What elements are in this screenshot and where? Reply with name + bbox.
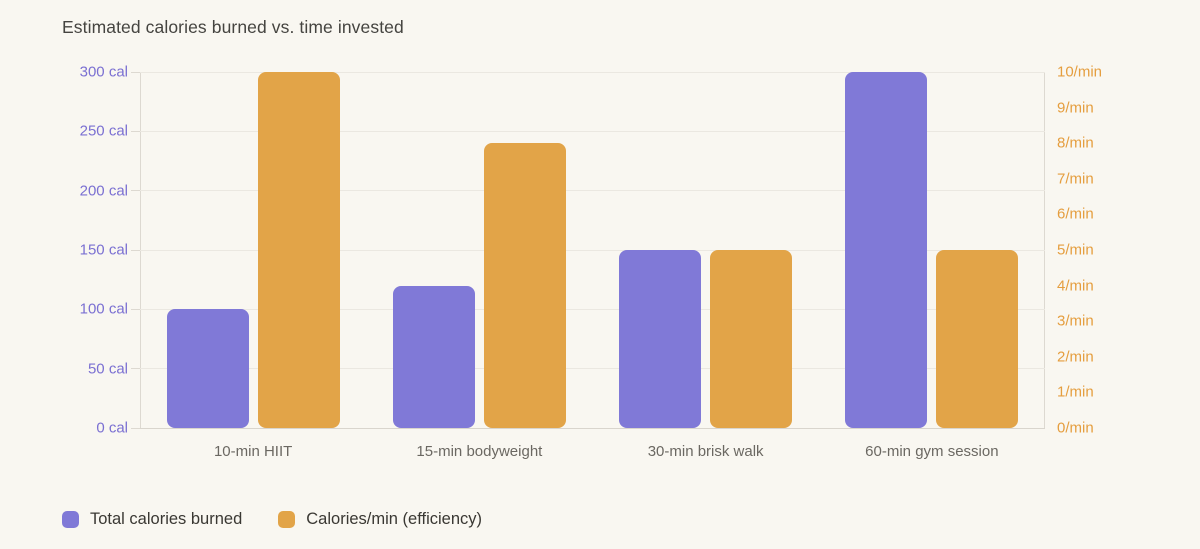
left-axis-label: 200 cal xyxy=(79,182,128,200)
left-axis-tick xyxy=(131,368,140,370)
legend-swatch-icon xyxy=(278,511,296,528)
right-axis-label: 5/min xyxy=(1057,241,1094,259)
left-axis-tick xyxy=(131,249,140,251)
legend-item-total-calories[interactable]: Total calories burned xyxy=(62,510,242,529)
right-axis-label: 0/min xyxy=(1057,419,1094,437)
bar-efficiency[interactable] xyxy=(936,250,1019,428)
legend-swatch-icon xyxy=(62,511,79,528)
gridline xyxy=(140,249,1045,251)
bar-efficiency[interactable] xyxy=(483,143,566,428)
x-axis-line xyxy=(140,428,1045,429)
left-axis-tick xyxy=(131,190,140,192)
right-axis-label: 8/min xyxy=(1057,134,1094,152)
chart-legend: Total calories burned Calories/min (effic… xyxy=(62,510,482,529)
right-axis-label: 4/min xyxy=(1057,277,1094,295)
right-axis-label: 1/min xyxy=(1057,383,1094,401)
x-axis-label: 15-min bodyweight xyxy=(416,443,543,460)
x-axis-label: 30-min brisk walk xyxy=(647,443,764,460)
right-axis-label: 7/min xyxy=(1057,170,1094,188)
bar-efficiency[interactable] xyxy=(710,250,793,428)
x-axis-label: 10-min HIIT xyxy=(213,443,293,460)
left-axis-tick xyxy=(131,308,140,310)
left-axis-tick xyxy=(131,71,140,73)
gridline xyxy=(140,130,1045,132)
left-axis-label: 150 cal xyxy=(79,241,128,259)
gridline xyxy=(140,190,1045,192)
chart-title: Estimated calories burned vs. time inves… xyxy=(62,17,404,37)
bar-total-calories[interactable] xyxy=(166,309,249,428)
bar-efficiency[interactable] xyxy=(257,72,340,428)
gridline xyxy=(140,308,1045,310)
gridline xyxy=(140,368,1045,370)
left-axis-tick xyxy=(131,130,140,132)
right-axis-label: 9/min xyxy=(1057,99,1094,117)
bar-total-calories[interactable] xyxy=(845,72,928,428)
right-axis-label: 2/min xyxy=(1057,348,1094,366)
bar-total-calories[interactable] xyxy=(619,250,702,428)
plot-area xyxy=(131,71,1045,429)
gridline xyxy=(140,71,1045,73)
legend-label: Calories/min (efficiency) xyxy=(306,510,483,528)
left-axis-label: 250 cal xyxy=(79,122,128,140)
x-axis-label: 60-min gym session xyxy=(865,443,999,460)
right-axis-label: 6/min xyxy=(1057,205,1094,223)
left-axis-tick xyxy=(131,427,140,429)
right-axis-label: 3/min xyxy=(1057,312,1094,330)
left-axis-label: 300 cal xyxy=(79,63,128,81)
right-axis-label: 10/min xyxy=(1057,63,1103,81)
left-axis-label: 50 cal xyxy=(87,360,128,378)
left-axis-label: 0 cal xyxy=(96,419,128,437)
bar-total-calories[interactable] xyxy=(392,285,475,428)
legend-item-efficiency[interactable]: Calories/min (efficiency) xyxy=(278,510,482,529)
legend-label: Total calories burned xyxy=(90,510,243,528)
left-axis-label: 100 cal xyxy=(79,300,128,318)
